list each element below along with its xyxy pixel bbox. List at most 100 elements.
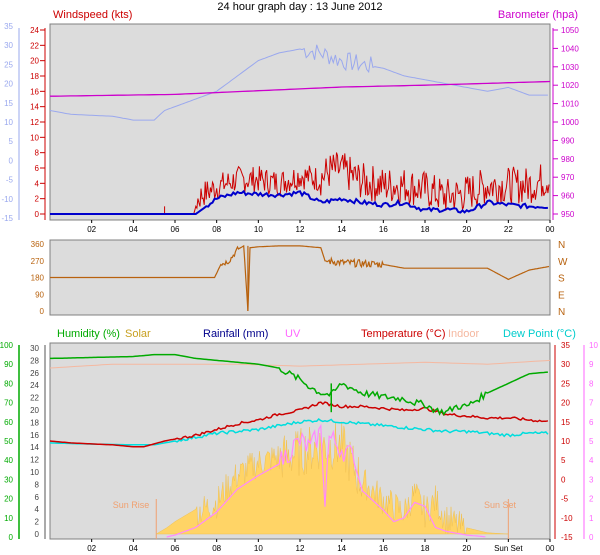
tick-label: 1010 [561,100,579,109]
tick-label: 35 [4,22,13,31]
solar-tick: 22 [30,394,39,403]
tick-label: 4 [35,179,40,188]
x-tick-label: 12 [296,225,305,234]
solar-tick: 8 [35,480,40,489]
solar-tick: 14 [30,443,39,452]
x-tick-label: 22 [504,225,513,234]
humidity-tick: 70 [4,399,13,408]
windspeed-label: Windspeed (kts) [53,9,132,21]
tick-label: 980 [561,155,575,164]
tick-label: 20 [4,80,13,89]
compass-label: E [558,290,565,301]
x-tick-label: 06 [171,225,180,234]
humidity-temperature-panel: Humidity (%) Solar Rainfall (mm) UV Temp… [0,328,598,553]
x-tick-label: 20 [462,544,471,553]
x-tick-label: 08 [212,225,221,234]
tick-label: 90 [35,290,44,299]
humidity-tick: 60 [4,418,13,427]
tick-label: 10 [30,133,39,142]
solar-tick: 30 [30,344,39,353]
uv-label: UV [285,328,301,340]
x-tick-label: 18 [421,225,430,234]
uv-tick: 2 [589,495,594,504]
temperature-label: Temperature (°C) [361,328,445,340]
solar-tick: 0 [35,530,40,539]
wind-direction-line [50,244,550,312]
solar-tick: 2 [35,518,40,527]
temp-tick: 35 [561,341,570,350]
tick-label: 16 [30,87,39,96]
temperature-line [49,401,549,448]
temp-tick: 25 [561,379,570,388]
x-tick-label: 20 [462,225,471,234]
x-tick-label: 12 [296,544,305,553]
x-tick-label: 16 [379,225,388,234]
compass-label: W [558,257,568,268]
tick-label: 25 [4,60,13,69]
barometer-label: Barometer (hpa) [498,9,578,21]
uv-tick: 6 [589,418,594,427]
tick-label: 15 [4,99,13,108]
temp-tick: 0 [561,475,566,484]
x-tick-label: 14 [337,225,346,234]
x-tick-label: 00 [546,544,555,553]
uv-tick: 0 [589,533,594,542]
temp-tick: -5 [561,495,569,504]
solar-tick: 16 [30,431,39,440]
x-tick-label: 00 [546,225,555,234]
x-tick-label: 06 [171,544,180,553]
tick-label: 30 [4,41,13,50]
tick-label: -5 [6,176,14,185]
solar-tick: 28 [30,356,39,365]
temp-tick: 20 [561,399,570,408]
tick-label: 970 [561,173,575,182]
temp-tick: 5 [561,456,566,465]
wind-barometer-panel: Windspeed (kts) Barometer (hpa) 24222018… [1,9,579,234]
tick-label: 18 [30,72,39,81]
solar-tick: 24 [30,381,39,390]
uv-tick: 3 [589,475,594,484]
temp-tick: 30 [561,360,570,369]
panel3-axes: 1009080706050403020100302826242220181614… [0,341,598,542]
solar-tick: 6 [35,493,40,502]
wind-series [49,44,551,215]
humidity-tick: 80 [4,379,13,388]
tick-label: 1050 [561,26,579,35]
chart-title: 24 hour graph day : 13 June 2012 [217,1,382,13]
direction-series [50,244,550,312]
tick-label: 990 [561,136,575,145]
humidity-tick: 30 [4,475,13,484]
dew-point-line [49,417,549,446]
tick-label: 8 [35,149,40,158]
tick-label: -15 [1,214,13,223]
x-tick-label: 10 [254,544,263,553]
tick-label: -10 [1,195,13,204]
tick-label: 180 [31,274,45,283]
uv-tick: 9 [589,360,594,369]
x-tick-label: 04 [129,225,138,234]
tick-label: 1000 [561,118,579,127]
humidity-label: Humidity (%) [57,328,120,340]
uv-tick: 1 [589,514,594,523]
x-tick-label: 14 [337,544,346,553]
tick-label: 0 [35,210,40,219]
speed-scale-axis: 35 30 25 20 15 10 5 0 -5 -10 -15 [1,22,20,223]
humidity-tick: 90 [4,360,13,369]
tick-label: 0 [40,307,45,316]
tick-label: 950 [561,210,575,219]
tick-label: 360 [31,240,45,249]
compass-label: N [558,307,565,318]
uv-tick: 8 [589,379,594,388]
sun-rise-annotation: Sun Rise [113,500,150,510]
rainfall-label: Rainfall (mm) [203,328,268,340]
humidity-line [50,353,548,416]
humidity-tick: 50 [4,437,13,446]
tick-label: 1040 [561,44,579,53]
dew-point-label: Dew Point (°C) [503,328,576,340]
tick-label: 1020 [561,81,579,90]
uv-line [166,423,486,538]
solar-tick: 4 [35,505,40,514]
